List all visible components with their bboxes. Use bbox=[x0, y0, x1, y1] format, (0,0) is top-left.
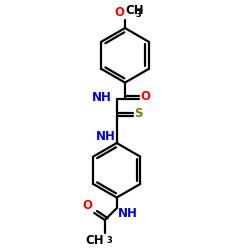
Text: 3: 3 bbox=[107, 236, 112, 245]
Text: NH: NH bbox=[96, 130, 116, 142]
Text: O: O bbox=[114, 6, 124, 18]
Text: S: S bbox=[134, 107, 143, 120]
Text: O: O bbox=[82, 199, 92, 212]
Text: CH: CH bbox=[85, 234, 104, 247]
Text: 3: 3 bbox=[136, 10, 141, 18]
Text: NH: NH bbox=[118, 207, 138, 220]
Text: CH: CH bbox=[126, 4, 144, 17]
Text: NH: NH bbox=[92, 91, 112, 104]
Text: O: O bbox=[140, 90, 150, 103]
